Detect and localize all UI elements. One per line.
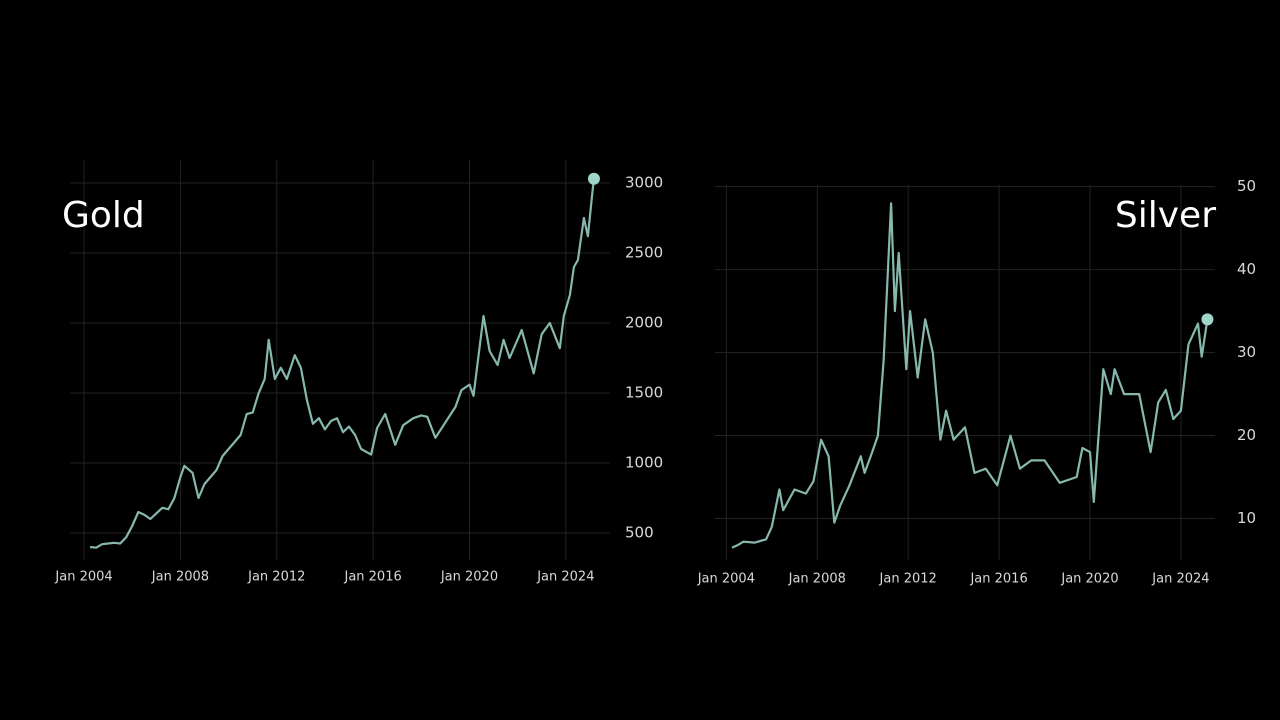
chart-title: Gold xyxy=(62,195,145,236)
x-tick-label: Jan 2004 xyxy=(54,570,112,585)
x-tick-label: Jan 2016 xyxy=(343,570,401,585)
price-line xyxy=(731,202,1209,549)
x-tick-label: Jan 2016 xyxy=(969,572,1027,587)
x-tick-label: Jan 2008 xyxy=(788,572,846,587)
y-tick-label: 3000 xyxy=(625,173,663,191)
x-tick-label: Jan 2024 xyxy=(1151,572,1209,587)
y-tick-label: 40 xyxy=(1237,260,1256,278)
y-tick-label: 1000 xyxy=(625,453,663,471)
y-tick-label: 30 xyxy=(1237,343,1256,361)
y-tick-label: 10 xyxy=(1237,509,1256,527)
x-tick-label: Jan 2012 xyxy=(247,570,305,585)
y-tick-label: 2000 xyxy=(625,313,663,331)
y-tick-label: 500 xyxy=(625,523,654,541)
x-tick-label: Jan 2020 xyxy=(440,570,498,585)
chart-title: Silver xyxy=(1115,195,1216,236)
last-point xyxy=(587,172,600,185)
x-tick-label: Jan 2012 xyxy=(879,572,937,587)
y-tick-label: 20 xyxy=(1237,426,1256,444)
x-tick-label: Jan 2004 xyxy=(697,572,755,587)
y-tick-label: 2500 xyxy=(625,243,663,261)
price-line xyxy=(89,178,595,549)
y-tick-label: 1500 xyxy=(625,383,663,401)
x-tick-label: Jan 2008 xyxy=(151,570,209,585)
y-tick-label: 50 xyxy=(1237,177,1256,195)
x-tick-label: Jan 2020 xyxy=(1060,572,1118,587)
x-tick-label: Jan 2024 xyxy=(536,570,594,585)
last-point xyxy=(1201,313,1214,326)
